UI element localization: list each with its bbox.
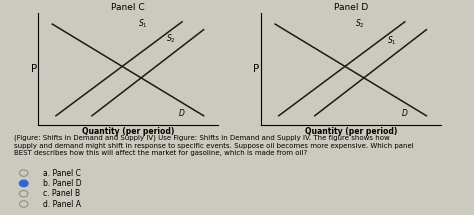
Y-axis label: P: P (254, 64, 260, 74)
Text: b. Panel D: b. Panel D (43, 179, 81, 188)
Text: (Figure: Shifts in Demand and Supply IV) Use Figure: Shifts in Demand and Supply: (Figure: Shifts in Demand and Supply IV)… (14, 134, 414, 156)
Text: D: D (179, 109, 185, 118)
Text: D: D (402, 109, 408, 118)
Text: $S_2$: $S_2$ (355, 18, 365, 30)
Text: $S_2$: $S_2$ (166, 32, 176, 45)
Title: Panel C: Panel C (111, 3, 145, 12)
X-axis label: Quantity (per period): Quantity (per period) (82, 127, 174, 137)
Text: d. Panel A: d. Panel A (43, 200, 81, 209)
Text: a. Panel C: a. Panel C (43, 169, 81, 178)
Text: $S_1$: $S_1$ (387, 35, 397, 47)
Text: $S_1$: $S_1$ (137, 18, 147, 30)
Text: c. Panel B: c. Panel B (43, 189, 80, 198)
Y-axis label: P: P (31, 64, 37, 74)
X-axis label: Quantity (per period): Quantity (per period) (305, 127, 397, 137)
Title: Panel D: Panel D (334, 3, 368, 12)
